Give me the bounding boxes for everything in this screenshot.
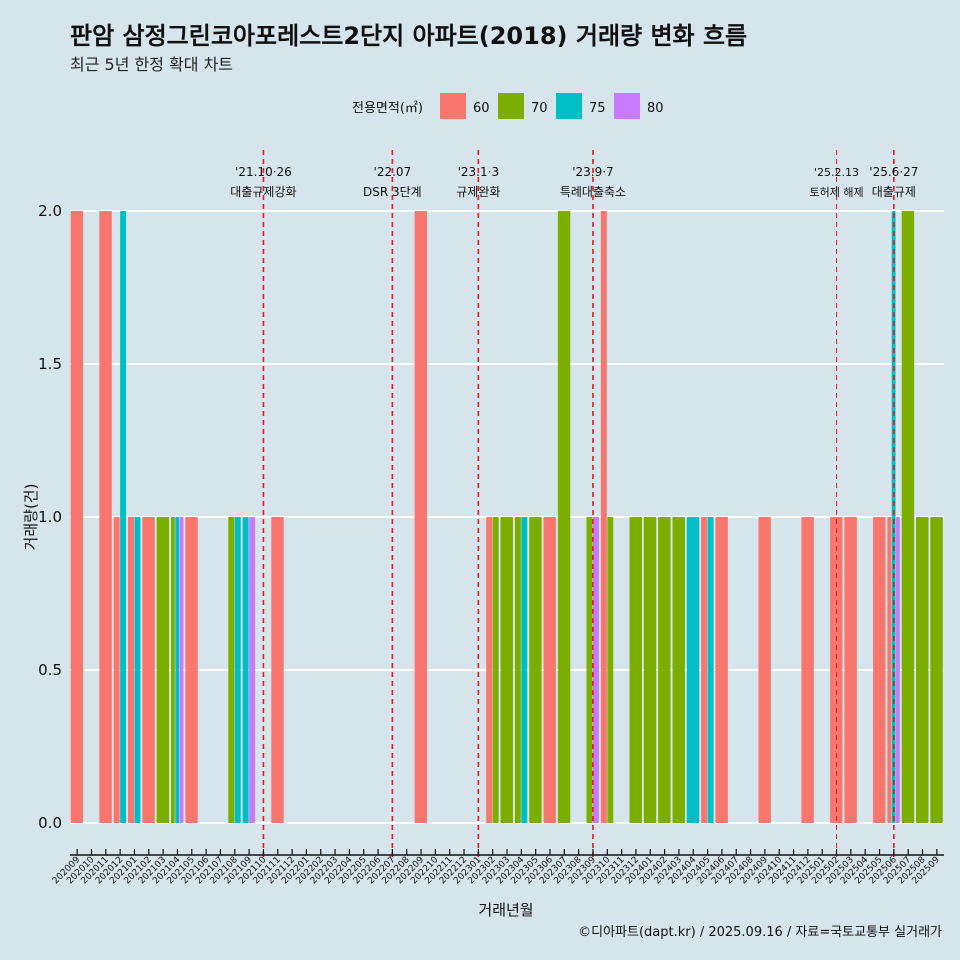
y-axis-label: 거래량(건) (22, 484, 40, 551)
event-label-0: 대출규제강화 (230, 185, 296, 199)
legend-swatch-60 (440, 93, 466, 119)
bar-202303-70 (500, 517, 513, 823)
bar-202306-60 (543, 517, 556, 823)
bar-202507-70 (901, 211, 915, 823)
bar-202111-60 (271, 517, 284, 823)
event-label-1: DSR 3단계 (363, 185, 422, 199)
event-date-2: '23.1·3 (458, 165, 499, 179)
event-date-5: '25.6·27 (869, 165, 918, 179)
legend-swatch-75 (556, 93, 582, 119)
bar-202009-60 (70, 211, 84, 823)
caption: ©디아파트(dapt.kr) / 2025.09.16 / 자료=국토교통부 실… (578, 925, 942, 940)
bar-202509-70 (930, 517, 943, 823)
bar-202102-60 (142, 517, 155, 823)
bar-202302-60 (486, 517, 493, 823)
bar-202405-75 (707, 517, 714, 823)
legend-label-80: 80 (647, 101, 664, 116)
bar-202402-70 (658, 517, 671, 823)
bar-202109-80 (249, 517, 256, 823)
legend-swatch-70 (498, 93, 524, 119)
y-tick-label: 0.5 (38, 661, 62, 679)
legend-label-75: 75 (589, 101, 606, 116)
bars (70, 211, 943, 823)
bar-202403-70 (672, 517, 685, 823)
bar-202310-70 (607, 517, 614, 823)
event-date-3: '23.9·7 (572, 165, 613, 179)
legend-swatch-80 (614, 93, 640, 119)
bar-202104-70 (171, 517, 175, 823)
legend-items: 60 70 75 80 (440, 93, 664, 119)
bar-202310-60 (600, 211, 607, 823)
bar-202506-75 (891, 211, 896, 823)
bar-202108-70 (228, 517, 235, 823)
bar-202405-60 (701, 517, 708, 823)
bar-202302-70 (492, 517, 499, 823)
bar-202103-70 (156, 517, 170, 823)
event-date-0: '21.10·26 (235, 165, 292, 179)
legend-label-60: 60 (473, 101, 490, 116)
bar-202409-60 (758, 517, 771, 823)
bar-202312-70 (629, 517, 642, 823)
bar-202101-75 (134, 517, 141, 823)
bar-202012-75 (120, 211, 127, 823)
bar-202506-60 (887, 517, 892, 823)
event-label-5: 대출규제 (872, 185, 916, 199)
bar-202506-80 (896, 517, 900, 823)
bar-202307-70 (557, 211, 571, 823)
bar-202502-60 (830, 517, 843, 823)
bar-202101-60 (128, 517, 134, 823)
y-tick-label: 1.0 (38, 508, 62, 526)
bar-202508-70 (916, 517, 929, 823)
y-axis: 0.0 0.5 1.0 1.5 2.0 (38, 202, 62, 832)
event-label-2: 규제완화 (456, 185, 500, 199)
y-tick-label: 1.5 (38, 355, 62, 373)
bar-202105-60 (185, 517, 198, 823)
bar-202104-75 (175, 517, 180, 823)
x-axis-label: 거래년월 (478, 901, 533, 919)
bar-202209-60 (414, 211, 427, 823)
bar-202404-75 (686, 517, 700, 823)
y-tick-label: 0.0 (38, 814, 62, 832)
event-lines: '21.10·26 대출규제강화 '22.07 DSR 3단계 '23.1·3 규제완화 '… (230, 150, 918, 857)
y-tick-label: 2.0 (38, 202, 62, 220)
chart-subtitle: 최근 5년 한정 확대 차트 (70, 55, 233, 74)
event-label-4: 토허제 해제 (809, 185, 863, 199)
event-label-3: 특례대출축소 (560, 185, 626, 199)
bar-202012-60 (113, 517, 120, 823)
bar-202309-70 (586, 517, 593, 823)
bar-202305-70 (529, 517, 542, 823)
bar-202401-70 (643, 517, 657, 823)
legend-title: 전용면적(㎡) (352, 101, 423, 116)
bar-202304-70 (514, 517, 521, 823)
bar-202011-60 (99, 211, 112, 823)
event-date-4: '25.2.13 (814, 166, 859, 179)
event-date-1: '22.07 (374, 165, 412, 179)
bar-202412-60 (801, 517, 814, 823)
legend-label-70: 70 (531, 101, 548, 116)
bar-202503-60 (844, 517, 857, 823)
bar-202104-80 (179, 517, 184, 823)
bar-202309-80 (592, 517, 599, 823)
bar-202406-60 (715, 517, 728, 823)
legend: 전용면적(㎡) 60 70 75 80 (352, 93, 664, 119)
bar-202109-75 (242, 517, 249, 823)
bar-202505-60 (873, 517, 886, 823)
chart-title: 판암 삼정그린코아포레스트2단지 아파트(2018) 거래량 변화 흐름 (70, 22, 747, 50)
bar-202108-75 (234, 517, 241, 823)
bar-202304-75 (521, 517, 528, 823)
